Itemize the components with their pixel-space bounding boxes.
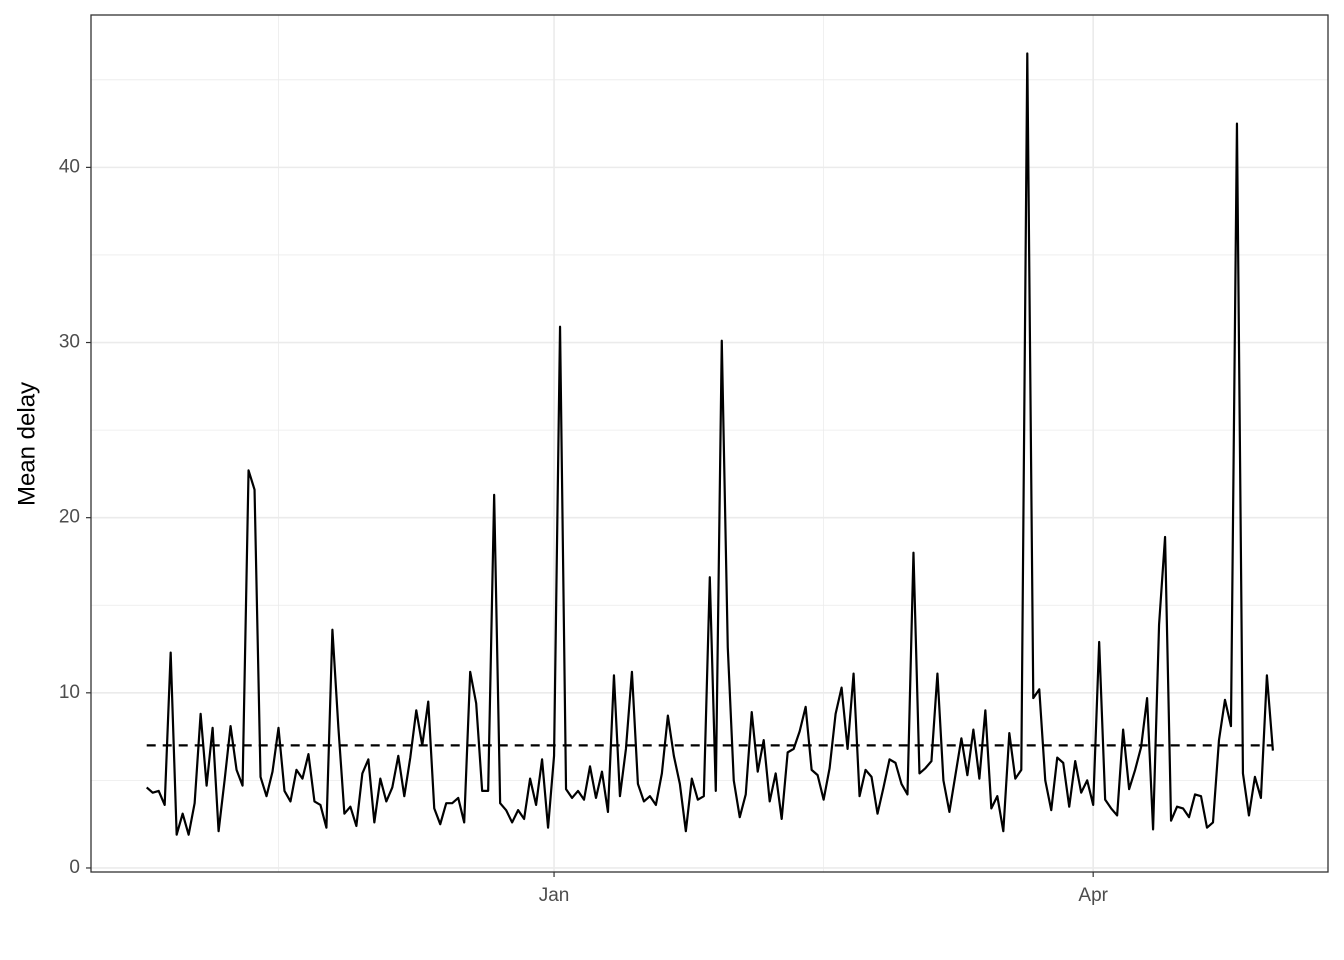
data-line xyxy=(145,52,1274,836)
plot-border xyxy=(90,14,1329,873)
y-axis-label: Mean delay xyxy=(13,382,40,506)
y-tick-label: 0 xyxy=(69,857,80,878)
y-tick-label: 40 xyxy=(59,156,80,177)
x-tick-label: Jan xyxy=(539,885,570,906)
y-tick-label: 10 xyxy=(59,682,80,703)
y-tick-label: 20 xyxy=(59,507,80,528)
y-tick-label: 30 xyxy=(59,332,80,353)
x-tick-label: Apr xyxy=(1078,885,1108,906)
